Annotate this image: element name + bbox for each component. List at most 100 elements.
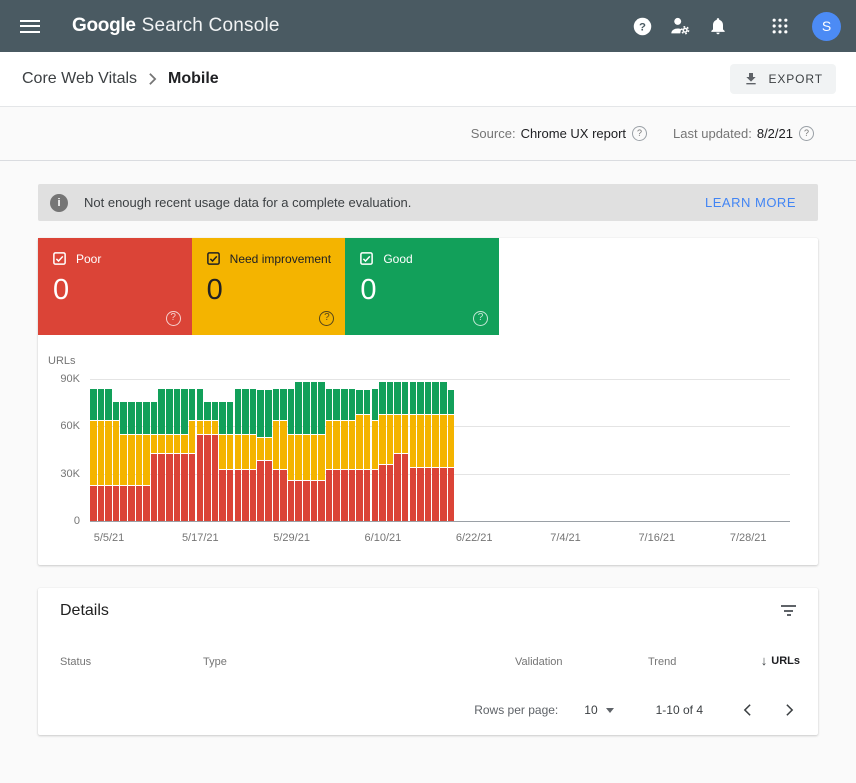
chart-bar-5/24/21[interactable]	[249, 389, 257, 521]
checked-checkbox-icon[interactable]	[359, 251, 374, 266]
chart-bar-5/6/21[interactable]	[112, 401, 120, 521]
bar-segment-poor	[173, 454, 181, 521]
chart-bar-5/25/21[interactable]	[257, 389, 264, 521]
chart-bar-5/29/21[interactable]	[287, 389, 295, 521]
help-icon[interactable]: ?	[473, 311, 489, 326]
chart-bar-6/17/21[interactable]	[432, 381, 439, 521]
learn-more-link[interactable]: LEARN MORE	[705, 195, 796, 210]
column-header-urls[interactable]: ↓ URLs	[760, 653, 800, 668]
next-page-button[interactable]	[777, 698, 801, 722]
chart-bar-5/26/21[interactable]	[265, 389, 272, 521]
column-header-trend[interactable]: Trend	[648, 656, 677, 668]
bar-segment-good	[265, 389, 272, 438]
status-card-good[interactable]: Good 0?	[345, 238, 500, 335]
status-card-need-improvement[interactable]: Need improvement 0?	[191, 238, 346, 335]
checked-checkbox-icon[interactable]	[206, 251, 221, 266]
chart-bar-6/3/21[interactable]	[325, 389, 333, 521]
chart-bar-5/21/21[interactable]	[226, 401, 234, 521]
chart-bar-5/5/21[interactable]	[105, 389, 112, 521]
topbar-actions: ? S	[616, 11, 841, 41]
bar-segment-need-improvement	[371, 421, 379, 469]
chart-bar-6/12/21[interactable]	[394, 381, 401, 521]
chart-bar-5/30/21[interactable]	[295, 381, 302, 521]
last-updated-help-icon[interactable]: ?	[799, 126, 814, 141]
chart-bar-5/4/21[interactable]	[97, 389, 105, 521]
chart-bar-5/14/21[interactable]	[173, 389, 181, 521]
chart-bar-5/16/21[interactable]	[188, 389, 196, 521]
core-web-vitals-chart-panel: Poor 0? Need improvement 0? Good 0? URLs 0 30K…	[38, 238, 818, 565]
chart-bar-6/5/21[interactable]	[341, 389, 348, 521]
bar-segment-poor	[105, 485, 112, 521]
column-header-validation[interactable]: Validation	[515, 656, 563, 668]
chart-bar-6/16/21[interactable]	[424, 381, 432, 521]
chart-bar-5/9/21[interactable]	[135, 401, 143, 521]
help-button[interactable]: ?	[630, 14, 654, 38]
bar-segment-good	[287, 389, 295, 435]
status-card-poor[interactable]: Poor 0?	[38, 238, 192, 335]
rows-per-page-select[interactable]: 10	[584, 703, 614, 717]
bar-segment-need-improvement	[401, 414, 409, 454]
chart-bar-5/7/21[interactable]	[120, 401, 127, 521]
export-label: EXPORT	[768, 72, 823, 86]
chart-bar-6/19/21[interactable]	[447, 389, 455, 521]
chart-bar-6/8/21[interactable]	[363, 389, 371, 521]
chart-bar-5/19/21[interactable]	[211, 401, 219, 521]
chart-bar-5/28/21[interactable]	[280, 389, 287, 521]
bar-segment-need-improvement	[158, 435, 165, 454]
chart-bar-6/9/21[interactable]	[371, 389, 379, 521]
export-button[interactable]: EXPORT	[730, 64, 836, 94]
chart-bar-6/18/21[interactable]	[440, 381, 447, 521]
help-icon[interactable]: ?	[319, 311, 335, 326]
chart-bar-6/15/21[interactable]	[417, 381, 424, 521]
breadcrumb-core-web-vitals[interactable]: Core Web Vitals	[22, 70, 138, 87]
bar-segment-need-improvement	[105, 421, 112, 485]
bar-segment-poor	[432, 468, 439, 521]
breadcrumb-bar: Core Web Vitals Mobile EXPORT	[0, 52, 856, 107]
column-header-status[interactable]: Status	[60, 656, 92, 668]
chart-bar-5/20/21[interactable]	[219, 401, 226, 521]
chart-bar-6/14/21[interactable]	[409, 381, 417, 521]
source-help-icon[interactable]: ?	[632, 126, 648, 141]
chart-bar-5/11/21[interactable]	[150, 401, 158, 521]
chart-bar-5/15/21[interactable]	[181, 389, 188, 521]
chart-bar-6/2/21[interactable]	[318, 381, 325, 521]
chart-bar-5/13/21[interactable]	[166, 389, 173, 521]
bar-segment-need-improvement	[447, 414, 455, 468]
chart-bar-6/1/21[interactable]	[310, 381, 318, 521]
apps-grid-button[interactable]	[768, 14, 792, 38]
chart-bar-5/12/21[interactable]	[158, 389, 165, 521]
chart-bar-5/31/21[interactable]	[303, 381, 310, 521]
chart-bar-5/10/21[interactable]	[143, 401, 150, 521]
chart-bar-6/4/21[interactable]	[333, 389, 340, 521]
chart-bar-6/10/21[interactable]	[379, 381, 386, 521]
bar-segment-poor	[249, 469, 257, 521]
user-settings-button[interactable]	[668, 14, 692, 38]
chart-bar-5/3/21[interactable]	[90, 389, 97, 521]
bar-segment-good	[303, 381, 310, 435]
status-card-header: Need improvement	[206, 251, 332, 266]
chart-bar-6/6/21[interactable]	[348, 389, 356, 521]
menu-button[interactable]	[20, 14, 44, 38]
checked-checkbox-icon[interactable]	[52, 251, 67, 266]
bar-segment-poor	[310, 481, 318, 521]
status-card-label: Good	[383, 251, 413, 266]
chart-bar-5/23/21[interactable]	[242, 389, 249, 521]
help-icon[interactable]: ?	[165, 311, 181, 326]
previous-page-button[interactable]	[735, 698, 759, 722]
chart-bar-5/27/21[interactable]	[272, 389, 280, 521]
bar-segment-need-improvement	[135, 435, 143, 485]
chart-bar-5/18/21[interactable]	[204, 401, 211, 521]
bar-segment-poor	[287, 481, 295, 521]
avatar[interactable]: S	[812, 11, 841, 41]
bar-segment-need-improvement	[341, 421, 348, 469]
chart-bar-6/11/21[interactable]	[386, 381, 394, 521]
chart-bar-6/7/21[interactable]	[356, 389, 363, 521]
chart-bar-5/17/21[interactable]	[196, 389, 204, 521]
chart-bar-5/8/21[interactable]	[128, 401, 135, 521]
chart-bar-5/22/21[interactable]	[234, 389, 242, 521]
column-header-type[interactable]: Type	[203, 656, 227, 668]
filter-button[interactable]	[777, 601, 800, 620]
notifications-button[interactable]	[706, 14, 730, 38]
y-axis-tick-label: 30K	[60, 467, 80, 480]
chart-bar-6/13/21[interactable]	[401, 381, 409, 521]
